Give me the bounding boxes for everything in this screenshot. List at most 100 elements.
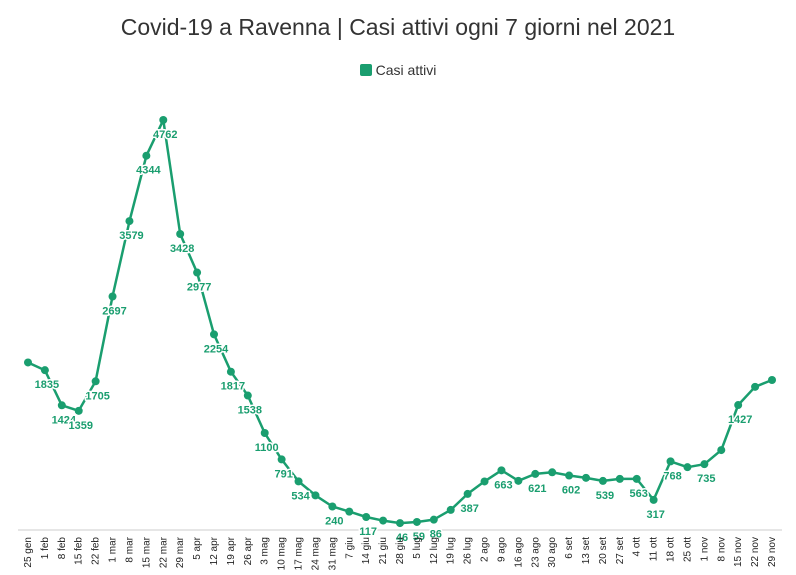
x-tick-label: 6 set	[564, 537, 575, 559]
x-tick-label: 5 lug	[412, 537, 423, 559]
data-point	[412, 517, 421, 526]
data-point	[582, 473, 590, 482]
x-tick-label: 19 apr	[226, 536, 237, 565]
x-tick-label: 15 mar	[141, 536, 152, 568]
data-point	[446, 505, 455, 514]
x-tick-label: 19 lug	[446, 537, 457, 564]
data-point	[108, 292, 117, 301]
data-label: 240	[325, 515, 343, 527]
x-tick-label: 4 ott	[632, 537, 643, 557]
data-point	[615, 474, 624, 483]
x-tick-label: 21 giu	[378, 537, 389, 564]
data-point	[717, 446, 726, 455]
series-points	[24, 116, 776, 528]
data-point	[345, 507, 354, 516]
x-tick-label: 26 apr	[243, 536, 254, 565]
x-tick-label: 28 giu	[395, 537, 406, 564]
data-label: 59	[413, 531, 425, 543]
x-tick-label: 3 mag	[260, 537, 271, 565]
data-point	[548, 468, 557, 477]
data-label: 2254	[204, 343, 229, 355]
data-label: 317	[646, 509, 664, 521]
data-label: 86	[430, 529, 442, 541]
x-tick-label: 29 nov	[767, 537, 778, 567]
x-tick-labels: 25 gen 1 feb 8 feb 15 feb 22 feb 1 mar 8 mar 15…	[23, 536, 778, 570]
chart-title: Covid-19 a Ravenna | Casi attivi ogni 7 …	[120, 14, 676, 40]
data-label: 768	[663, 470, 681, 482]
data-label: 2977	[187, 282, 211, 294]
data-point	[328, 502, 337, 511]
data-point	[57, 401, 66, 410]
data-point	[91, 377, 100, 386]
legend[interactable]: Casi attivi	[0, 62, 796, 78]
x-tick-label: 29 mar	[175, 536, 186, 568]
x-tick-label: 24 mag	[310, 537, 321, 570]
data-point	[294, 477, 303, 486]
data-point	[700, 460, 709, 469]
x-tick-label: 22 nov	[750, 537, 761, 567]
data-point	[311, 491, 320, 500]
data-label: 1817	[221, 381, 245, 393]
data-point	[598, 476, 607, 485]
data-point	[379, 516, 388, 525]
data-point	[125, 217, 134, 226]
data-point	[260, 428, 269, 437]
x-tick-label: 31 mag	[327, 537, 338, 570]
data-label: 3428	[170, 243, 194, 255]
data-point	[463, 489, 472, 498]
data-point	[480, 477, 489, 486]
data-point	[683, 463, 692, 472]
data-label: 1705	[85, 390, 109, 402]
x-tick-label: 12 apr	[209, 536, 220, 565]
data-label: 1427	[728, 414, 752, 426]
x-tick-label: 1 mar	[108, 536, 119, 562]
x-tick-label: 30 ago	[547, 537, 558, 568]
data-label: 663	[494, 479, 512, 491]
data-label: 387	[460, 503, 478, 515]
data-label: 602	[562, 485, 580, 497]
x-tick-label: 10 mag	[277, 537, 288, 570]
data-label: 2697	[102, 305, 126, 317]
data-label: 1100	[255, 442, 279, 454]
x-tick-label: 25 ott	[682, 537, 693, 562]
x-tick-label: 7 giu	[344, 537, 355, 559]
series-line-casi-attivi	[27, 118, 773, 525]
legend-label: Casi attivi	[375, 62, 437, 78]
x-tick-label: 11 ott	[649, 537, 660, 561]
data-point	[497, 466, 506, 475]
data-label: 735	[697, 473, 715, 485]
x-tick-label: 22 feb	[91, 537, 102, 565]
data-point	[142, 151, 151, 160]
x-tick-label: 12 lug	[429, 537, 440, 564]
x-tick-label: 8 feb	[57, 537, 68, 560]
legend-swatch	[359, 64, 372, 76]
series-line-layer	[27, 118, 773, 525]
x-tick-label: 15 nov	[733, 537, 744, 567]
data-point	[396, 519, 404, 528]
x-tick-label: 27 set	[615, 537, 626, 564]
x-tick-label: 8 nov	[716, 537, 727, 561]
x-tick-label: 22 mar	[158, 536, 169, 568]
x-tick-label: 13 set	[581, 537, 592, 564]
data-point	[159, 116, 168, 124]
data-point	[226, 367, 235, 376]
data-point	[768, 375, 776, 384]
data-point	[649, 495, 658, 504]
data-point	[277, 455, 286, 464]
x-tick-label: 8 mar	[124, 536, 135, 562]
x-tick-label: 1 nov	[699, 537, 710, 561]
data-label: 791	[274, 468, 292, 480]
x-tick-label: 9 ago	[496, 537, 507, 562]
data-point	[734, 401, 743, 410]
data-label: 534	[291, 490, 310, 502]
data-label: 539	[596, 490, 614, 502]
data-label: 46	[396, 532, 408, 544]
x-tick-label: 16 ago	[513, 537, 524, 568]
data-label: 1424	[52, 414, 77, 426]
data-point	[362, 513, 371, 522]
data-label: 1538	[238, 405, 262, 417]
x-tick-label: 15 feb	[74, 537, 85, 565]
data-label: 4344	[136, 165, 161, 177]
